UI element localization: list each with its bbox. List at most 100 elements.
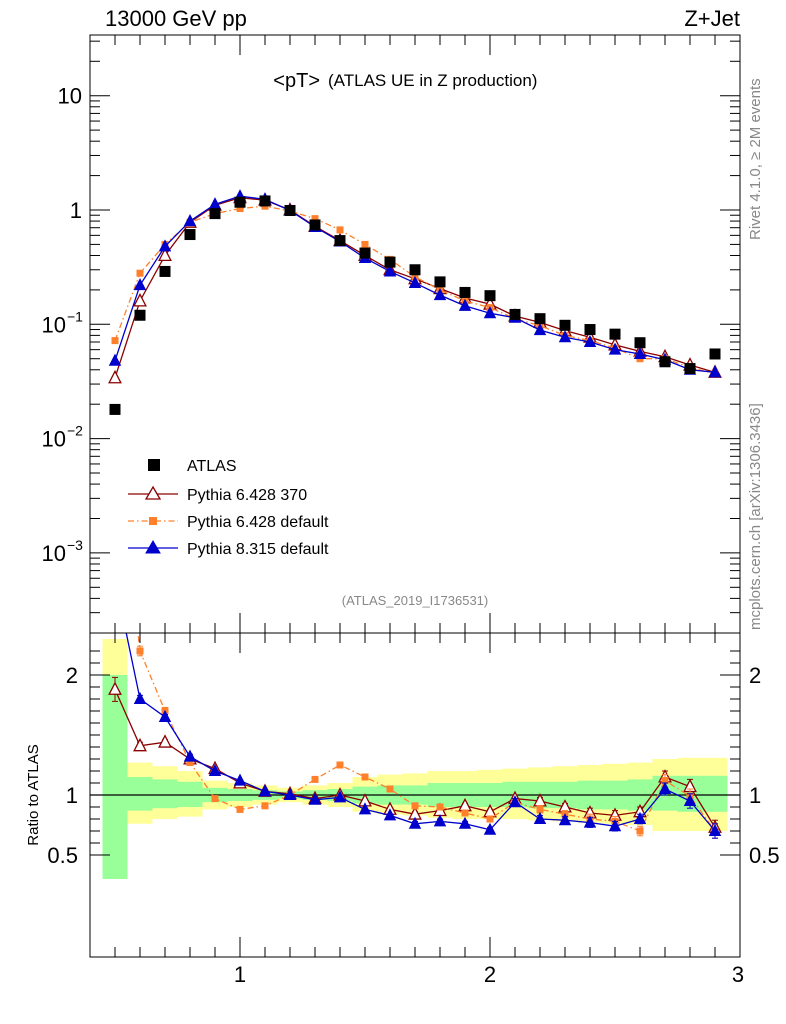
ratio-point-pythia8_default-18 (558, 813, 572, 826)
legend-label-atlas: ATLAS (187, 458, 237, 475)
main-point-pythia8_default-1 (133, 278, 147, 291)
ratio-ytick-label-right-2: 2 (749, 663, 761, 688)
main-series-pythia6_default (111, 202, 719, 378)
main-point-data-5 (234, 196, 246, 208)
main-point-data-12 (409, 264, 421, 276)
main-point-data-3 (184, 229, 196, 241)
ratio-point-pythia6_default-4 (211, 795, 219, 803)
ratio-point-pythia8_default-21 (633, 811, 647, 824)
legend-label-pythia6-default: Pythia 6.428 default (187, 514, 329, 531)
ratio-xtick-label-1: 2 (484, 962, 496, 987)
main-point-data-6 (259, 195, 271, 207)
main-point-pythia8_default-13 (433, 288, 447, 301)
main-point-pythia8_default-12 (408, 275, 422, 288)
ratio-point-pythia6_370-2 (158, 734, 172, 748)
main-point-pythia8_default-14 (458, 298, 472, 311)
ratio-series-pythia8_default (110, 573, 722, 839)
analysis-id: (ATLAS_2019_I1736531) (342, 593, 488, 608)
right-title: Z+Jet (684, 6, 740, 31)
main-ytick-exp-2: −1 (67, 308, 83, 324)
ratio-axis-ticks: 0.5 0.5 1 1 2 2 1 2 3 (47, 633, 780, 987)
ratio-point-pythia8_default-0 (110, 573, 121, 584)
main-point-pythia6_default-10 (361, 240, 369, 248)
ratio-xtick-label-2: 3 (732, 962, 744, 987)
ratio-point-pythia8_default-17 (533, 811, 547, 824)
ratio-point-pythia6_default-0 (112, 432, 119, 439)
legend-marker-atlas (148, 459, 160, 471)
main-ytick-exp-0: −3 (67, 537, 83, 553)
ratio-band-inner-2 (152, 779, 178, 809)
main-point-data-16 (509, 308, 521, 320)
main-ytick-label-2: 10 (42, 312, 66, 337)
ratio-series-group (108, 432, 722, 839)
ratio-point-pythia8_default-22 (658, 781, 672, 794)
main-point-data-0 (109, 403, 121, 415)
ratio-point-pythia8_default-12 (408, 816, 422, 829)
legend-label-pythia6-370: Pythia 6.428 370 (187, 487, 307, 504)
ratio-point-pythia8_default-2 (158, 709, 172, 722)
side-label-rivet: Rivet 4.1.0, ≥ 2M events (747, 78, 764, 240)
ratio-point-pythia8_default-8 (308, 792, 322, 805)
ratio-point-pythia6_default-14 (461, 809, 469, 817)
ratio-point-pythia6_default-3 (186, 759, 194, 767)
ratio-ytick-label-right-1: 1 (749, 783, 761, 808)
legend-label-pythia8-default: Pythia 8.315 default (187, 541, 329, 558)
ratio-point-pythia6_default-5 (236, 805, 244, 813)
main-point-data-17 (534, 313, 546, 325)
main-point-pythia6_default-8 (311, 215, 319, 223)
ratio-point-pythia8_default-4 (208, 763, 222, 776)
ratio-point-pythia8_default-16 (508, 795, 522, 808)
ratio-band-inner-24 (702, 775, 728, 812)
ratio-panel: 0.5 0.5 1 1 2 2 1 2 3 Ratio to ATLAS (25, 432, 780, 987)
main-point-pythia8_default-3 (183, 213, 197, 227)
main-point-data-9 (334, 235, 346, 247)
ratio-point-pythia8_default-19 (583, 815, 597, 828)
side-label-mcplots: mcplots.cern.ch [arXiv:1306.3436] (747, 403, 764, 630)
main-point-pythia8_default-18 (558, 330, 572, 343)
legend-marker-pythia6-370 (144, 485, 162, 500)
main-line-pythia6_default (114, 205, 716, 375)
main-point-data-2 (159, 265, 171, 277)
ratio-band-inner-1 (127, 777, 153, 811)
main-point-pythia8_default-19 (583, 334, 597, 348)
main-point-data-7 (284, 204, 296, 216)
ratio-point-pythia8_default-6 (258, 784, 272, 797)
ratio-point-pythia8_default-3 (183, 749, 197, 762)
main-point-pythia6_default-5 (236, 205, 244, 213)
ratio-point-pythia6_default-8 (311, 775, 319, 783)
ratio-ytick-label-right-0: 0.5 (749, 843, 780, 868)
main-point-pythia6_370-2 (158, 247, 172, 262)
ratio-uncertainty-bands (102, 639, 728, 879)
main-point-data-14 (459, 286, 471, 298)
ratio-point-pythia6_default-12 (411, 802, 419, 810)
main-point-data-10 (359, 247, 371, 259)
main-point-data-4 (209, 208, 221, 220)
ratio-point-pythia8_default-15 (483, 822, 497, 835)
ratio-point-pythia6_default-9 (336, 761, 344, 769)
ratio-point-pythia8_default-24 (708, 823, 722, 836)
ratio-point-pythia8_default-10 (358, 802, 372, 815)
ratio-point-pythia8_default-1 (133, 691, 147, 704)
ratio-point-pythia6_370-0 (108, 681, 122, 695)
main-point-pythia8_default-0 (108, 353, 122, 366)
main-point-pythia8_default-15 (483, 306, 497, 319)
main-ytick-label-1: 10 (42, 427, 66, 452)
main-point-data-21 (634, 337, 646, 349)
main-point-pythia8_default-11 (383, 264, 397, 277)
main-point-pythia6_default-1 (136, 269, 144, 277)
ratio-point-pythia8_default-23 (683, 793, 697, 806)
main-point-data-1 (134, 309, 146, 321)
ratio-point-pythia6_default-21 (636, 827, 644, 835)
main-point-data-19 (584, 324, 596, 336)
ratio-point-pythia6_default-13 (436, 803, 444, 811)
ratio-point-pythia6_default-15 (486, 815, 494, 823)
ratio-xtick-label-0: 1 (234, 962, 246, 987)
main-point-data-20 (609, 328, 621, 340)
ratio-point-pythia6_default-17 (536, 805, 544, 813)
main-point-pythia6_370-0 (108, 369, 122, 384)
plot-title-main: <pT> (273, 70, 320, 92)
ratio-point-pythia8_default-9 (333, 790, 347, 803)
main-ytick-exp-1: −2 (67, 423, 83, 439)
main-point-pythia8_default-21 (633, 346, 647, 359)
